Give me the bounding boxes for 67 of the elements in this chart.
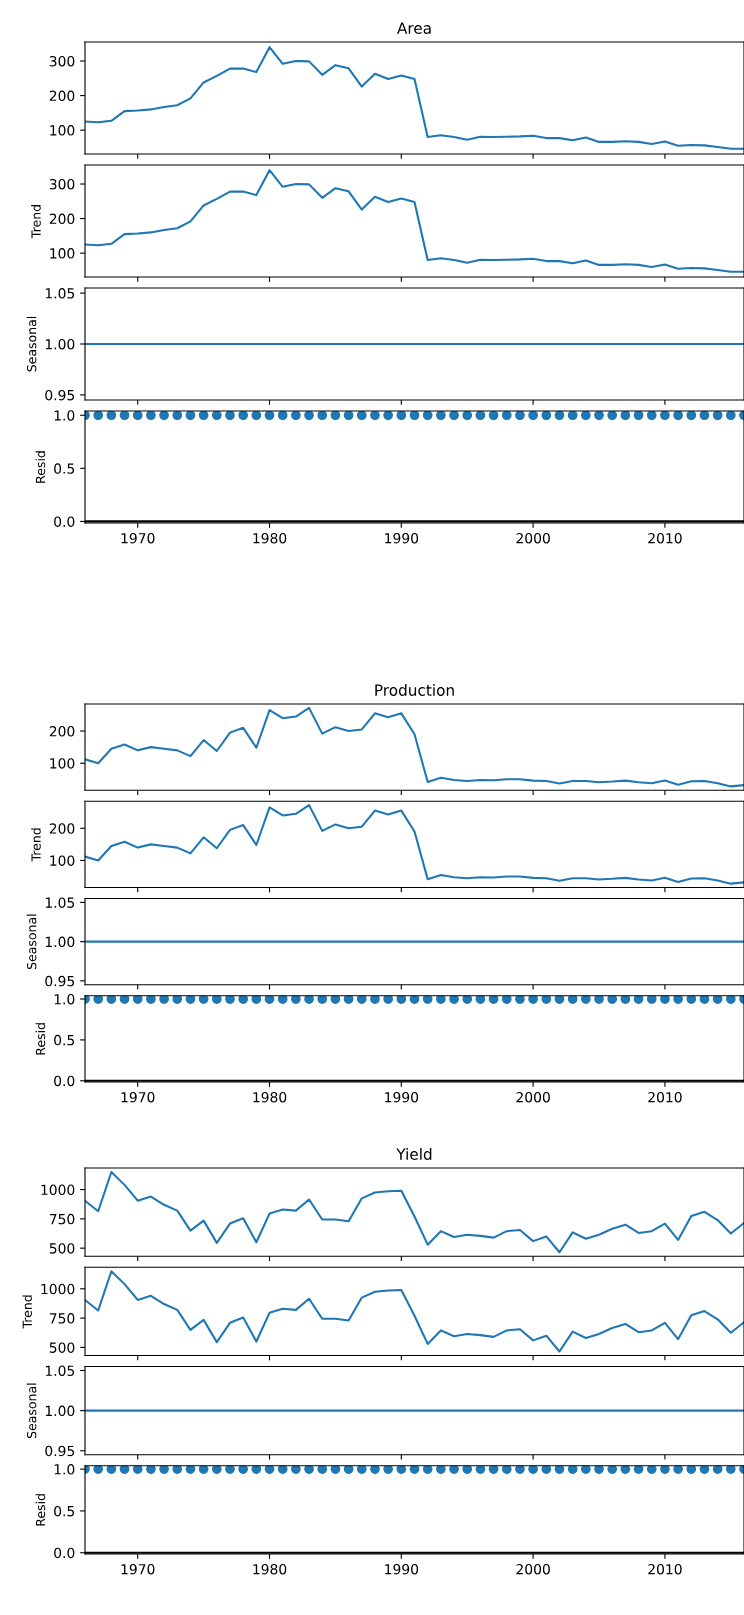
- x-tick-label: 2000: [516, 1091, 550, 1103]
- y-tick-label: 1.05: [45, 288, 75, 299]
- y-axis-title: Seasonal: [26, 914, 37, 970]
- y-tick-label: 0.0: [54, 1075, 75, 1087]
- y-tick-label: 1000: [41, 1283, 75, 1295]
- y-axis-title: Trend: [31, 828, 41, 862]
- x-tick-label: 1970: [121, 1563, 155, 1575]
- line-series: [85, 1170, 744, 1254]
- y-tick-label: 1.05: [45, 1365, 75, 1376]
- y-tick-label: 0.95: [45, 389, 75, 401]
- y-tick-label: 0.0: [54, 1547, 75, 1559]
- line-series: [85, 706, 744, 788]
- y-tick-label: 1.0: [54, 410, 75, 421]
- x-tick-label: 2000: [516, 532, 550, 544]
- y-tick-label: 200: [49, 213, 75, 225]
- x-tick-label: 2000: [516, 1563, 550, 1575]
- chart-title: Yield: [396, 1148, 432, 1160]
- x-tick-label: 1990: [385, 1091, 419, 1103]
- x-tick-label: 1980: [253, 532, 287, 544]
- y-tick-label: 0.95: [45, 1445, 75, 1457]
- y-tick-label: 1.05: [45, 897, 75, 908]
- x-tick-label: 1990: [385, 532, 419, 544]
- y-tick-label: 300: [49, 55, 75, 67]
- x-tick-label: 1980: [253, 1091, 287, 1103]
- chart-title: Area: [397, 22, 431, 34]
- y-tick-label: 300: [49, 178, 75, 190]
- x-tick-label: 2010: [648, 532, 682, 544]
- line-series: [85, 804, 744, 885]
- y-tick-label: 100: [50, 855, 75, 866]
- y-tick-label: 200: [49, 90, 75, 102]
- y-tick-label: 1.00: [45, 338, 75, 350]
- y-tick-label: 1000: [41, 1184, 75, 1196]
- y-tick-label: 0.95: [45, 975, 75, 987]
- y-tick-label: 0.0: [54, 516, 75, 527]
- y-tick-label: 750: [49, 1313, 75, 1324]
- y-tick-label: 100: [50, 758, 75, 769]
- x-tick-label: 1970: [121, 1091, 155, 1103]
- y-axis-title: Resid: [35, 1023, 46, 1055]
- y-axis-title: Trend: [22, 1295, 32, 1329]
- x-tick-label: 1980: [253, 1563, 287, 1575]
- y-tick-label: 1.00: [45, 1405, 75, 1417]
- y-tick-label: 200: [49, 823, 75, 834]
- y-tick-label: 0.5: [54, 463, 75, 474]
- y-tick-label: 500: [49, 1342, 75, 1353]
- y-tick-label: 1.0: [54, 993, 75, 1005]
- x-tick-label: 2010: [648, 1091, 682, 1103]
- line-series: [85, 46, 744, 150]
- line-series: [85, 169, 744, 273]
- y-tick-label: 0.5: [54, 1505, 75, 1517]
- y-axis-title: Seasonal: [26, 1383, 37, 1439]
- y-tick-label: 100: [50, 125, 75, 136]
- y-tick-label: 200: [49, 726, 75, 737]
- y-axis-title: Trend: [31, 205, 41, 239]
- y-tick-label: 750: [49, 1213, 75, 1225]
- y-tick-label: 0.5: [54, 1034, 75, 1046]
- chart-title: Production: [375, 684, 454, 696]
- x-tick-label: 1970: [121, 532, 155, 544]
- y-tick-label: 100: [50, 248, 75, 259]
- y-axis-title: Resid: [35, 1494, 46, 1526]
- y-axis-title: Seasonal: [26, 316, 37, 372]
- x-tick-label: 2010: [648, 1563, 682, 1575]
- y-tick-label: 1.00: [45, 936, 75, 948]
- y-tick-label: 1.0: [54, 1464, 75, 1475]
- y-axis-title: Resid: [35, 451, 46, 483]
- line-series: [85, 1270, 744, 1353]
- y-tick-label: 500: [49, 1243, 75, 1254]
- x-tick-label: 1990: [385, 1563, 419, 1575]
